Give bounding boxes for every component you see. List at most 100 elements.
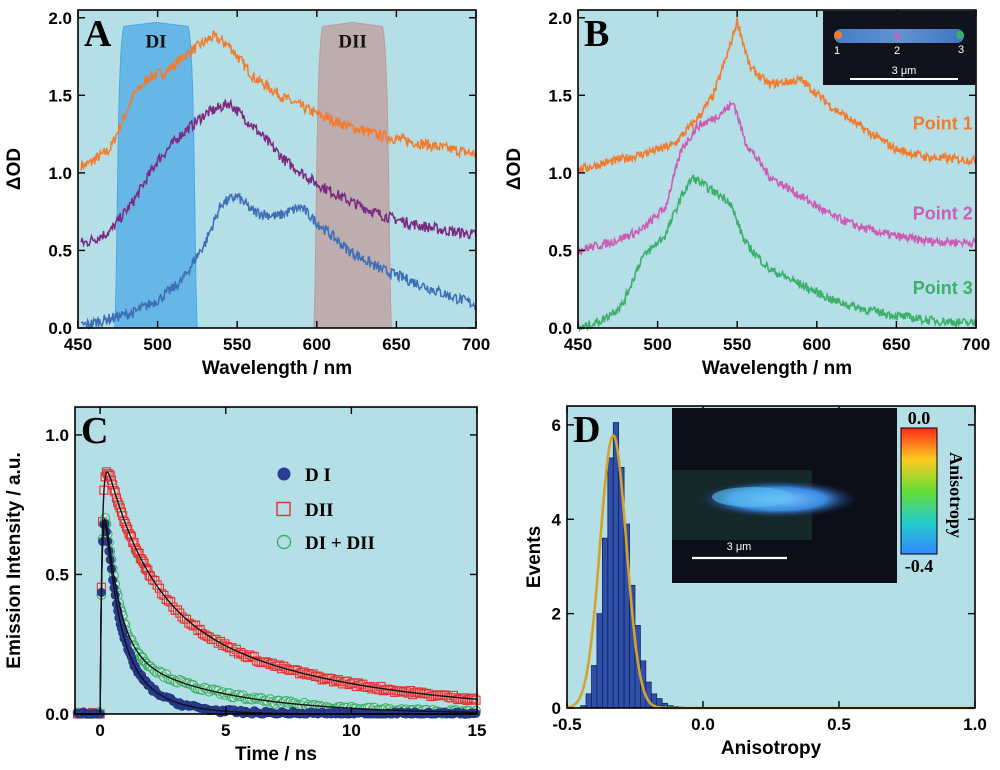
plot-frame [77,9,477,329]
x-tick-label: 650 [382,335,410,354]
scale-bar-label: 3 μm [727,541,752,553]
x-tick-label: 450 [564,335,592,354]
legend-entry: DII [305,500,334,521]
panel-D: -0.5 0.0 0.5 1.0 0 2 4 6 Anisotropy Events D 3 μm 0.… [524,405,987,759]
y-tick-label: 1.5 [548,86,572,105]
legend-marker [276,534,292,550]
microscope-inset: 1 2 3 3 μm [823,11,976,85]
x-axis-label: Wavelength / nm [702,358,852,379]
y-axis-label: Emission Intensity / a.u. [4,452,25,668]
panel-A: DI DII 450 500 550 600 650 700 0.0 0.5 1.0 1.5 2.0 Wa… [4,9,490,379]
data-point [471,695,481,705]
cell-core [712,487,792,507]
y-tick-label: 0.5 [45,565,69,584]
plot-area: Point 1 Point 2 Point 3 [577,17,977,333]
y-tick-label: 1.5 [48,86,72,105]
y-tick-label: 0.0 [45,705,69,724]
fit-line [75,471,477,715]
x-tick-label: 450 [64,335,92,354]
scale-bar-label: 3 μm [892,65,917,77]
y-tick-label: 2.0 [548,9,572,28]
x-tick-label: 5 [221,721,230,740]
series-line [80,98,477,248]
series-line [577,17,977,173]
series-label: Point 3 [913,278,973,298]
y-tick-label: 0.0 [548,319,572,338]
histogram-bar [602,537,609,709]
x-tick-label: 500 [643,335,671,354]
series-label: Point 1 [913,113,973,133]
axes: 450 500 550 600 650 700 0.0 0.5 1.0 1.5 2.0 Wavelen… [4,9,490,379]
x-tick-label: 10 [342,721,361,740]
y-axis-label: ΔOD [504,148,525,190]
histogram-bar [607,457,614,709]
fit-line [75,517,477,715]
panel-letter: A [84,13,112,55]
series-line [577,100,977,256]
point-marker [834,31,842,39]
colorbar-min-label: -0.4 [905,556,934,576]
y-tick-label: 2.0 [48,9,72,28]
series-line [577,174,977,333]
point-label: 1 [834,45,840,57]
histogram-bar [596,613,603,709]
axes: 0 5 10 15 0.0 0.5 1.0 Time / ns Emission Intensi… [4,406,487,765]
panel-letter: D [573,409,600,451]
histogram-bar [612,422,620,709]
x-axis-label: Anisotropy [721,738,822,759]
series-line [80,29,477,171]
point-marker [894,33,900,39]
legend-entry: DI + DII [305,533,375,554]
axes: -0.5 0.0 0.5 1.0 0 2 4 6 Anisotropy Events [524,405,987,759]
x-tick-label: 0.5 [827,715,851,734]
histogram-bar [591,665,598,709]
x-tick-label: 700 [462,335,490,354]
series-label: Point 2 [913,203,973,223]
y-tick-label: 1.0 [45,426,69,445]
plot-frame [566,405,976,709]
plot-area: DI DII [80,21,477,331]
x-tick-label: 700 [962,335,990,354]
x-axis-label: Time / ns [235,744,317,765]
legend-marker [277,467,291,481]
legend: D I DII DI + DII [276,465,375,554]
x-tick-label: 550 [723,335,751,354]
panel-letter: C [81,410,108,452]
filter-band-DII [313,21,392,329]
y-tick-label: 0.5 [48,241,72,260]
x-tick-label: 15 [468,721,487,740]
panel-letter: B [584,13,609,55]
y-tick-label: 0.0 [48,319,72,338]
x-tick-label: 600 [303,335,331,354]
y-tick-label: 1.0 [48,164,72,183]
y-axis-label: ΔOD [4,148,25,190]
x-tick-label: 500 [143,335,171,354]
data-point [126,532,137,542]
x-axis-label: Wavelength / nm [202,358,352,379]
histogram-bar [585,693,592,709]
x-tick-label: 1.0 [963,715,987,734]
x-tick-label: 550 [223,335,251,354]
y-tick-label: 4 [552,510,562,529]
colorbar-label: Anisotropy [946,452,966,538]
x-tick-label: -0.5 [552,715,581,734]
filter-band-label: DI [145,31,166,52]
x-tick-label: 650 [882,335,910,354]
legend-entry: D I [305,465,331,486]
y-axis-label: Events [524,526,545,588]
axes: 450 500 550 600 650 700 0.0 0.5 1.0 1.5 2.0 Wavelen… [504,9,990,379]
series-line [80,192,477,331]
plot-frame [74,406,478,715]
plot-frame [577,9,977,329]
y-tick-label: 1.0 [548,164,572,183]
colorbar [900,427,938,555]
panel-B: Point 1 Point 2 Point 3 450 500 550 600 650 700 0… [504,9,990,379]
y-tick-label: 6 [552,416,561,435]
y-tick-label: 0 [552,699,561,718]
point-label: 3 [958,44,964,56]
filter-band-label: DII [338,31,367,52]
point-label: 2 [894,45,900,57]
inset-background [823,11,976,85]
x-tick-label: 600 [803,335,831,354]
